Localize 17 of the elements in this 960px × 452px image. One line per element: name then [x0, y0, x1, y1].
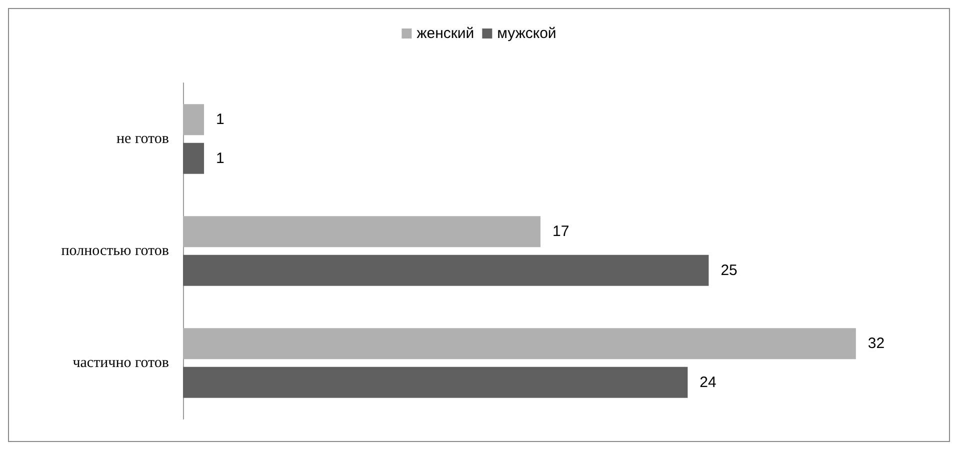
bar — [183, 328, 856, 360]
data-label: 17 — [552, 223, 570, 240]
data-label: 32 — [868, 335, 885, 352]
bar — [183, 142, 204, 174]
y-tick-label: не готов — [116, 131, 169, 147]
y-tick-label: полностью готов — [61, 243, 169, 259]
bar — [183, 216, 540, 248]
bar — [183, 104, 204, 136]
bar — [183, 366, 688, 398]
data-label: 24 — [700, 374, 716, 391]
data-label: 1 — [216, 150, 224, 167]
data-label: 1 — [216, 111, 224, 128]
y-tick-label: частично готов — [72, 355, 169, 371]
legend-label: женский — [416, 25, 474, 42]
bar — [183, 254, 709, 286]
data-label: 25 — [720, 262, 738, 279]
legend-label: мужской — [497, 25, 556, 42]
